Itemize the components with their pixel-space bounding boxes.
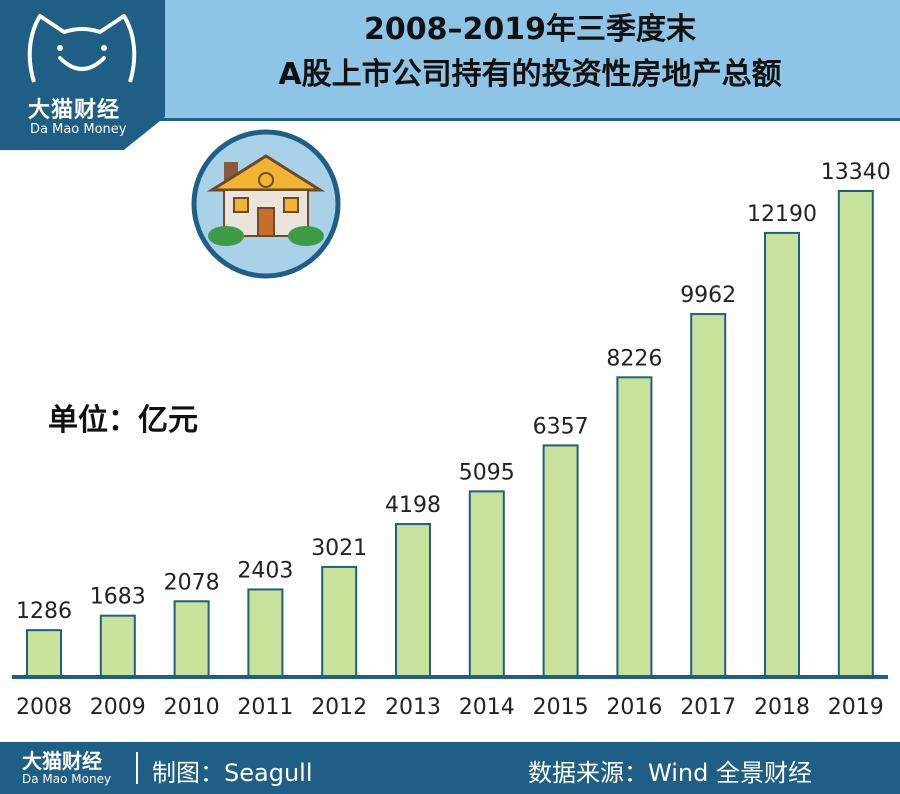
header-banner <box>165 0 900 118</box>
unit-label: 单位：亿元 <box>48 403 198 438</box>
data-label-2012: 3021 <box>311 536 367 561</box>
x-tick-2009: 2009 <box>90 695 146 720</box>
bar-2018 <box>764 231 800 678</box>
footer: 大猫财经 Da Mao Money 制图：Seagull 数据来源：Wind 全… <box>0 742 900 794</box>
x-tick-2012: 2012 <box>311 695 367 720</box>
title-line-1: 2008–2019年三季度末 <box>364 12 696 47</box>
x-tick-labels: 2008 2009 2010 2011 2012 2013 2014 2015 2016 2017… <box>16 695 884 720</box>
brand-logo-block: 大猫财经 Da Mao Money <box>0 0 165 150</box>
bar-chart: 1286 1683 2078 2403 3021 4198 5095 6357 8226 9962… <box>12 160 891 720</box>
bar-2013 <box>395 523 431 679</box>
cat-face-icon <box>27 14 137 83</box>
data-label-2016: 8226 <box>606 346 662 371</box>
bar-2010 <box>173 600 210 678</box>
data-label-2010: 2078 <box>164 570 220 595</box>
x-tick-2019: 2019 <box>828 695 884 720</box>
bar-2008 <box>26 629 62 679</box>
data-label-2014: 5095 <box>459 460 515 485</box>
data-label-2011: 2403 <box>237 558 293 583</box>
x-tick-2016: 2016 <box>606 695 662 720</box>
data-label-2017: 9962 <box>680 283 736 308</box>
bar-2016 <box>616 376 653 678</box>
footer-maker: 制图：Seagull <box>152 759 313 787</box>
data-label-2008: 1286 <box>16 599 72 624</box>
data-label-2015: 6357 <box>533 414 589 439</box>
bar-2017 <box>690 313 727 678</box>
footer-brand: 大猫财经 <box>22 749 102 773</box>
brand-name-en: Da Mao Money <box>30 122 127 137</box>
brand-name: 大猫财经 <box>28 98 121 123</box>
header: 2008–2019年三季度末 A股上市公司持有的投资性房地产总额 <box>0 0 900 121</box>
x-tick-2008: 2008 <box>16 695 72 720</box>
house-icon <box>191 129 341 279</box>
x-tick-2010: 2010 <box>164 695 220 720</box>
title-line-2: A股上市公司持有的投资性房地产总额 <box>278 57 782 92</box>
data-label-2009: 1683 <box>90 585 146 610</box>
bar-2015 <box>542 444 579 678</box>
data-label-2018: 12190 <box>747 202 817 227</box>
x-tick-2018: 2018 <box>754 695 810 720</box>
x-tick-2011: 2011 <box>237 695 293 720</box>
footer-divider <box>136 752 138 784</box>
data-label-2013: 4198 <box>385 493 441 518</box>
bars-group: 1286 1683 2078 2403 3021 4198 5095 6357 8226 9962… <box>16 160 891 679</box>
x-tick-2015: 2015 <box>533 695 589 720</box>
footer-brand-en: Da Mao Money <box>22 772 112 786</box>
x-tick-2017: 2017 <box>680 695 736 720</box>
bar-2019 <box>837 190 874 678</box>
data-label-2019: 13340 <box>821 160 891 185</box>
bar-2009 <box>99 614 136 678</box>
bar-2012 <box>321 565 358 678</box>
footer-source: 数据来源：Wind 全景财经 <box>528 759 812 787</box>
bar-2011 <box>247 588 284 678</box>
x-tick-2014: 2014 <box>459 695 515 720</box>
bar-2014 <box>468 490 505 678</box>
x-tick-2013: 2013 <box>385 695 441 720</box>
chart-title: 2008–2019年三季度末 A股上市公司持有的投资性房地产总额 <box>180 8 880 98</box>
